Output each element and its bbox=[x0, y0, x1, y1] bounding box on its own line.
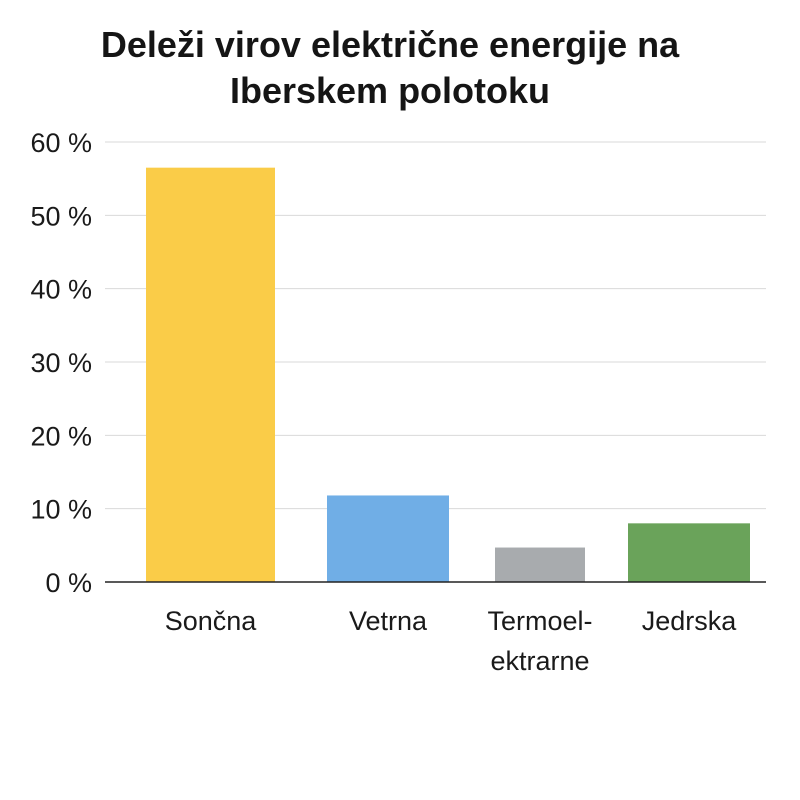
y-tick-label: 10 % bbox=[30, 495, 92, 525]
chart-title: Deleži virov električne energije na Iber… bbox=[60, 22, 720, 114]
bar-1 bbox=[146, 167, 275, 582]
bar-3 bbox=[495, 547, 585, 582]
chart-title-line-1: Deleži virov električne energije na bbox=[100, 24, 680, 65]
y-tick-label: 40 % bbox=[30, 275, 92, 305]
x-tick-label-line: Termoel- bbox=[487, 606, 592, 636]
y-tick-label: 50 % bbox=[30, 201, 92, 231]
x-tick-label-line: Jedrska bbox=[642, 606, 738, 636]
x-tick-label: Sončna bbox=[165, 606, 258, 636]
y-tick-label: 30 % bbox=[30, 348, 92, 378]
y-tick-label: 0 % bbox=[45, 568, 92, 598]
x-tick-label: Vetrna bbox=[349, 606, 428, 636]
bar-4 bbox=[628, 523, 750, 582]
x-tick-label: Termoel-ektrarne bbox=[487, 606, 592, 676]
bar-2 bbox=[327, 495, 449, 582]
x-tick-label-line: Vetrna bbox=[349, 606, 428, 636]
x-tick-label-line: ektrarne bbox=[490, 646, 589, 676]
y-tick-label: 60 % bbox=[30, 128, 92, 158]
x-tick-label-line: Sončna bbox=[165, 606, 258, 636]
y-tick-label: 20 % bbox=[30, 421, 92, 451]
chart-title-line-2: Iberskem polotoku bbox=[229, 70, 551, 111]
x-tick-label: Jedrska bbox=[642, 606, 738, 636]
